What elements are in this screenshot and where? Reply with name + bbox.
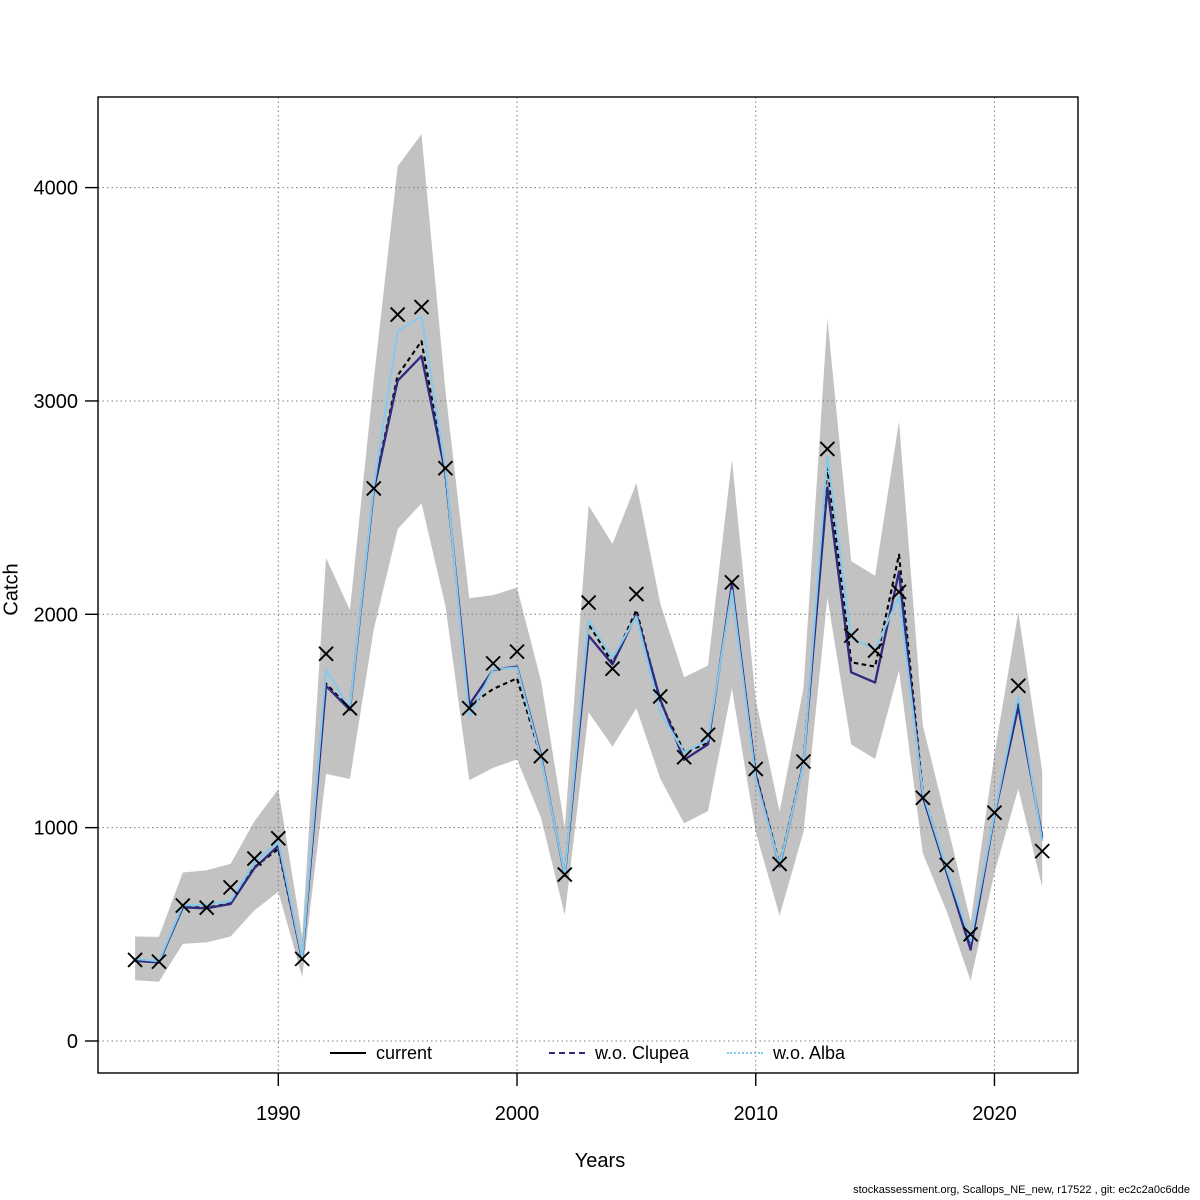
x-axis-title: Years [574,1150,626,1172]
x-tick-label: 2020 [972,1103,1017,1125]
confidence-band [135,134,1043,982]
current-line-sample [330,1052,366,1054]
y-tick-label: 4000 [34,178,79,200]
obs-marker [175,897,191,914]
obs-marker [557,866,573,883]
legend-label-wo-clupea: w.o. Clupea [595,1042,690,1063]
obs-marker [962,926,979,942]
obs-marker [318,646,334,662]
obs-marker [485,655,501,672]
footer-credit: stockassessment.org, Scallops_NE_new, r1… [853,1184,1190,1196]
obs-marker [127,952,143,968]
obs-marker [843,627,859,644]
obs-marker [222,879,239,896]
wo-alba-line-sample [727,1052,763,1054]
legend-label-wo-alba: w.o. Alba [773,1042,846,1063]
obs-marker [270,830,286,846]
obs-marker [604,661,621,677]
series-line-2 [134,314,1044,963]
gridlines [98,97,1078,1073]
y-tick-label: 0 [67,1031,78,1053]
y-tick-label: 2000 [34,604,79,626]
legend-item-current: current [330,1042,432,1064]
obs-marker [1034,843,1050,859]
obs-marker [533,748,549,764]
obs-marker [986,805,1003,821]
x-tick-label: 1990 [256,1103,301,1125]
obs-marker [1010,678,1027,694]
obs-marker [771,856,788,872]
y-tick-label: 1000 [34,818,79,840]
axis-ticks [85,186,996,1086]
obs-marker [246,850,263,867]
obs-marker [867,642,883,659]
obs-marker [437,460,454,476]
obs-marker [819,441,836,457]
obs-marker [413,299,430,315]
obs-marker [509,643,525,660]
obs-marker [795,753,812,770]
obs-marker [939,857,955,873]
legend-item-wo-alba: w.o. Alba [727,1042,845,1064]
wo-clupea-line-sample [549,1052,585,1054]
obs-marker [199,899,215,916]
obs-marker [724,574,740,590]
plot-border [97,96,1079,1074]
legend-item-wo-clupea: w.o. Clupea [549,1042,689,1064]
legend-label-current: current [376,1042,433,1063]
y-tick-label: 3000 [34,391,79,413]
obs-marker [700,727,716,743]
obs-marker [461,700,477,716]
obs-marker [342,700,358,716]
obs-marker [915,790,931,806]
obs-marker [891,584,907,600]
obs-marker [151,953,167,970]
obs-marker [748,761,764,777]
obs-marker [366,480,382,497]
obs-marker [676,749,692,765]
x-tick-label: 2000 [495,1103,540,1125]
obs-marker [389,306,406,323]
y-axis-title: Catch [0,563,23,616]
axis-tick-labels: 1990 2000 2010 2020 0 1000 2000 3000 4000 [34,178,1017,1125]
obs-marker [652,688,668,705]
obs-marker [628,586,645,602]
x-tick-label: 2010 [733,1103,778,1125]
obs-marker [294,951,310,967]
obs-marker [580,594,597,611]
observation-markers [127,299,1050,970]
